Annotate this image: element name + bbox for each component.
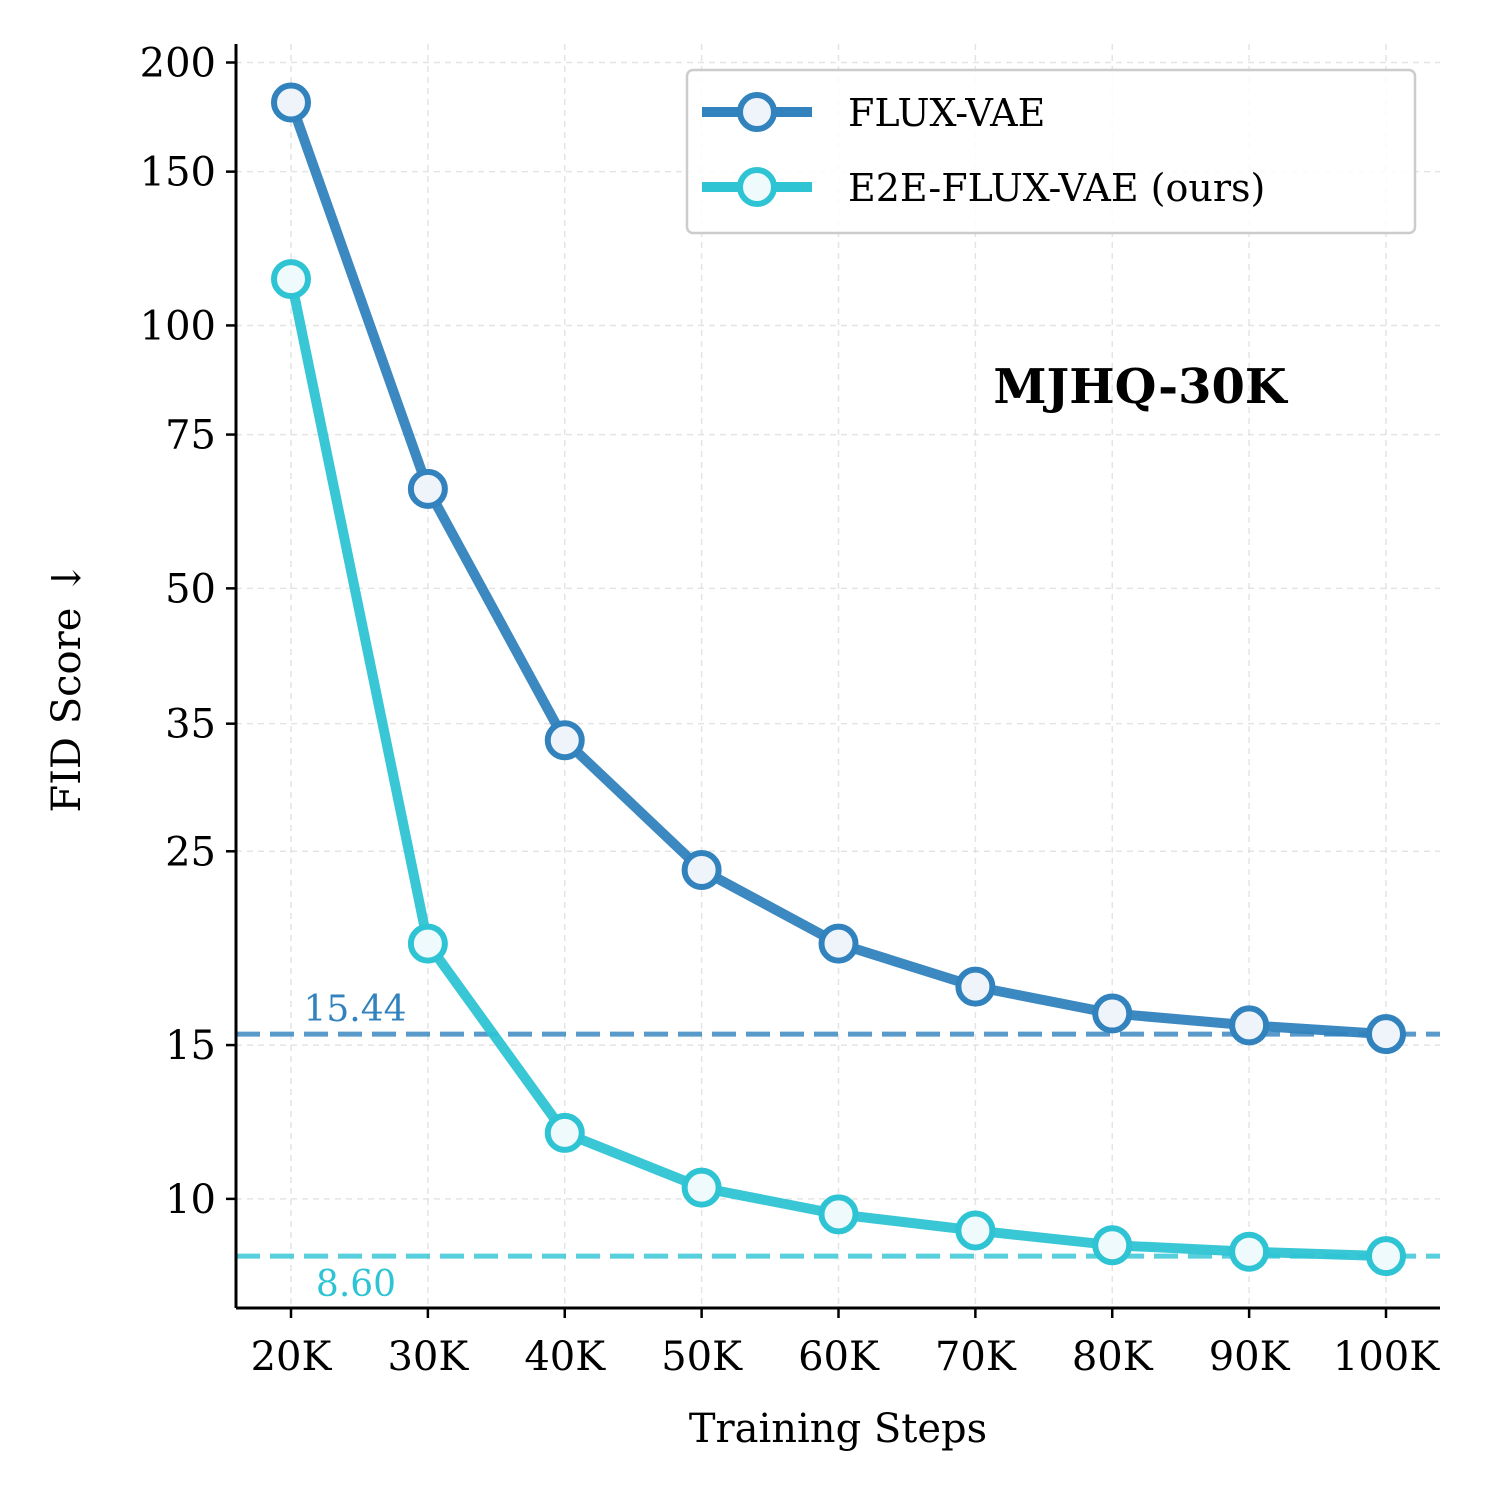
legend-label: E2E-FLUX-VAE (ours): [848, 166, 1265, 210]
x-tick-label: 70K: [935, 1334, 1017, 1380]
reference-line-label: 15.44: [303, 989, 406, 1030]
y-axis-title: FID Score ↓: [44, 561, 90, 812]
data-point: [955, 966, 996, 1007]
series: [271, 82, 1406, 1277]
reference-line-label: 8.60: [316, 1264, 396, 1305]
data-point: [681, 849, 722, 890]
data-point: [818, 1194, 859, 1235]
x-tick-label: 20K: [251, 1334, 333, 1380]
legend-swatch-marker: [737, 167, 777, 207]
data-point: [544, 720, 585, 761]
legend-entry-e2e-flux-vae: E2E-FLUX-VAE (ours): [702, 166, 1265, 210]
y-tick-label: 35: [165, 702, 216, 748]
x-tick-label: 40K: [524, 1334, 606, 1380]
data-point: [271, 259, 311, 300]
series-e2e-flux-vae: [271, 259, 1406, 1277]
y-tick-label: 100: [140, 303, 216, 349]
legend: FLUX-VAE E2E-FLUX-VAE (ours): [685, 68, 1417, 235]
axes: [226, 44, 1440, 1318]
data-point: [1366, 1014, 1406, 1055]
x-tick-label: 30K: [387, 1334, 469, 1380]
y-tick-label: 75: [165, 413, 216, 459]
data-point: [271, 82, 311, 123]
data-point: [544, 1112, 585, 1153]
series-flux-vae: [271, 82, 1406, 1055]
data-point: [955, 1210, 996, 1251]
data-point: [681, 1167, 722, 1208]
legend-label: FLUX-VAE: [848, 91, 1045, 135]
x-tick-label: 80K: [1072, 1334, 1154, 1380]
data-point: [818, 923, 859, 964]
y-tick-label: 25: [165, 829, 216, 875]
annotation-label: MJHQ-30K: [993, 359, 1288, 415]
data-point: [1092, 1225, 1133, 1266]
data-point: [1366, 1236, 1406, 1277]
data-point: [1092, 993, 1133, 1034]
y-tick-label: 10: [165, 1177, 216, 1223]
x-tick-label: 60K: [798, 1334, 880, 1380]
x-tick-label: 90K: [1209, 1334, 1291, 1380]
data-point: [407, 923, 448, 964]
y-tick-label: 50: [165, 566, 216, 612]
tick-labels: 20K 30K 40K 50K 60K 70K 80K 90K 100K 10 15 25 35 50 75…: [140, 41, 1441, 1380]
data-point: [1229, 1231, 1270, 1272]
x-tick-label: 100K: [1333, 1334, 1440, 1380]
y-tick-label: 200: [140, 41, 216, 87]
legend-swatch-marker: [737, 92, 777, 132]
data-point: [407, 468, 448, 509]
data-point: [1229, 1005, 1270, 1046]
y-tick-label: 150: [140, 150, 216, 196]
legend-entry-flux-vae: FLUX-VAE: [702, 91, 1045, 135]
legend-frame: [685, 68, 1417, 235]
y-tick-label: 15: [165, 1023, 216, 1069]
x-axis-title: Training Steps: [689, 1406, 987, 1452]
x-tick-label: 50K: [661, 1334, 743, 1380]
series-line: [286, 274, 1391, 1262]
